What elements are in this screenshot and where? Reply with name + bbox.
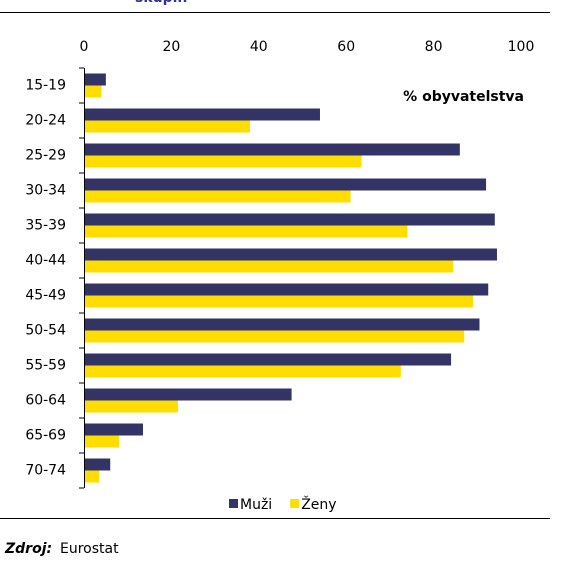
bar: [84, 435, 119, 448]
bar: [84, 423, 143, 436]
bar: [84, 248, 497, 261]
x-tick-label: 0: [80, 39, 89, 55]
bar: [84, 143, 460, 156]
annotation: % obyvatelstva: [403, 89, 524, 105]
y-tick-label: 15-19: [25, 78, 66, 94]
bar: [84, 190, 351, 203]
bar: [84, 353, 452, 366]
x-tick-label: 80: [425, 39, 443, 55]
title-fragment: skupin: [135, 0, 187, 6]
bar: [84, 295, 473, 308]
y-tick-label: 65-69: [25, 428, 66, 444]
y-tick-label: 25-29: [25, 148, 66, 164]
bar: [84, 155, 362, 168]
y-tick-label: 35-39: [25, 218, 66, 234]
legend-label: Ženy: [301, 495, 336, 513]
bar: [84, 85, 102, 98]
y-tick-label: 55-59: [25, 358, 66, 374]
bar: [84, 225, 408, 238]
y-tick-label: 50-54: [25, 323, 66, 339]
bar: [84, 458, 111, 471]
source: Eurostat: [60, 541, 119, 557]
y-tick-label: 70-74: [25, 463, 66, 479]
legend-swatch: [229, 499, 238, 508]
bar: [84, 330, 465, 343]
source-label: Zdroj:: [4, 541, 52, 557]
x-tick-label: 100: [508, 39, 535, 55]
bar: [84, 318, 480, 331]
y-tick-label: 20-24: [25, 113, 66, 129]
bar: [84, 260, 454, 273]
bar: [84, 120, 251, 133]
y-tick-label: 60-64: [25, 393, 66, 409]
bar: [84, 388, 292, 401]
bar: [84, 365, 401, 378]
legend-swatch: [290, 499, 300, 508]
bar: [84, 108, 320, 121]
bar: [84, 470, 100, 483]
bar: [84, 213, 495, 226]
bar: [84, 73, 106, 86]
bar: [84, 178, 487, 191]
x-tick-label: 40: [250, 39, 268, 55]
x-tick-label: 60: [337, 39, 355, 55]
bar: [84, 400, 178, 413]
y-tick-label: 30-34: [25, 183, 66, 199]
y-tick-label: 40-44: [25, 253, 66, 269]
bar: [84, 283, 489, 296]
y-tick-label: 45-49: [25, 288, 66, 304]
x-tick-label: 20: [162, 39, 180, 55]
legend-label: Muži: [240, 497, 272, 513]
